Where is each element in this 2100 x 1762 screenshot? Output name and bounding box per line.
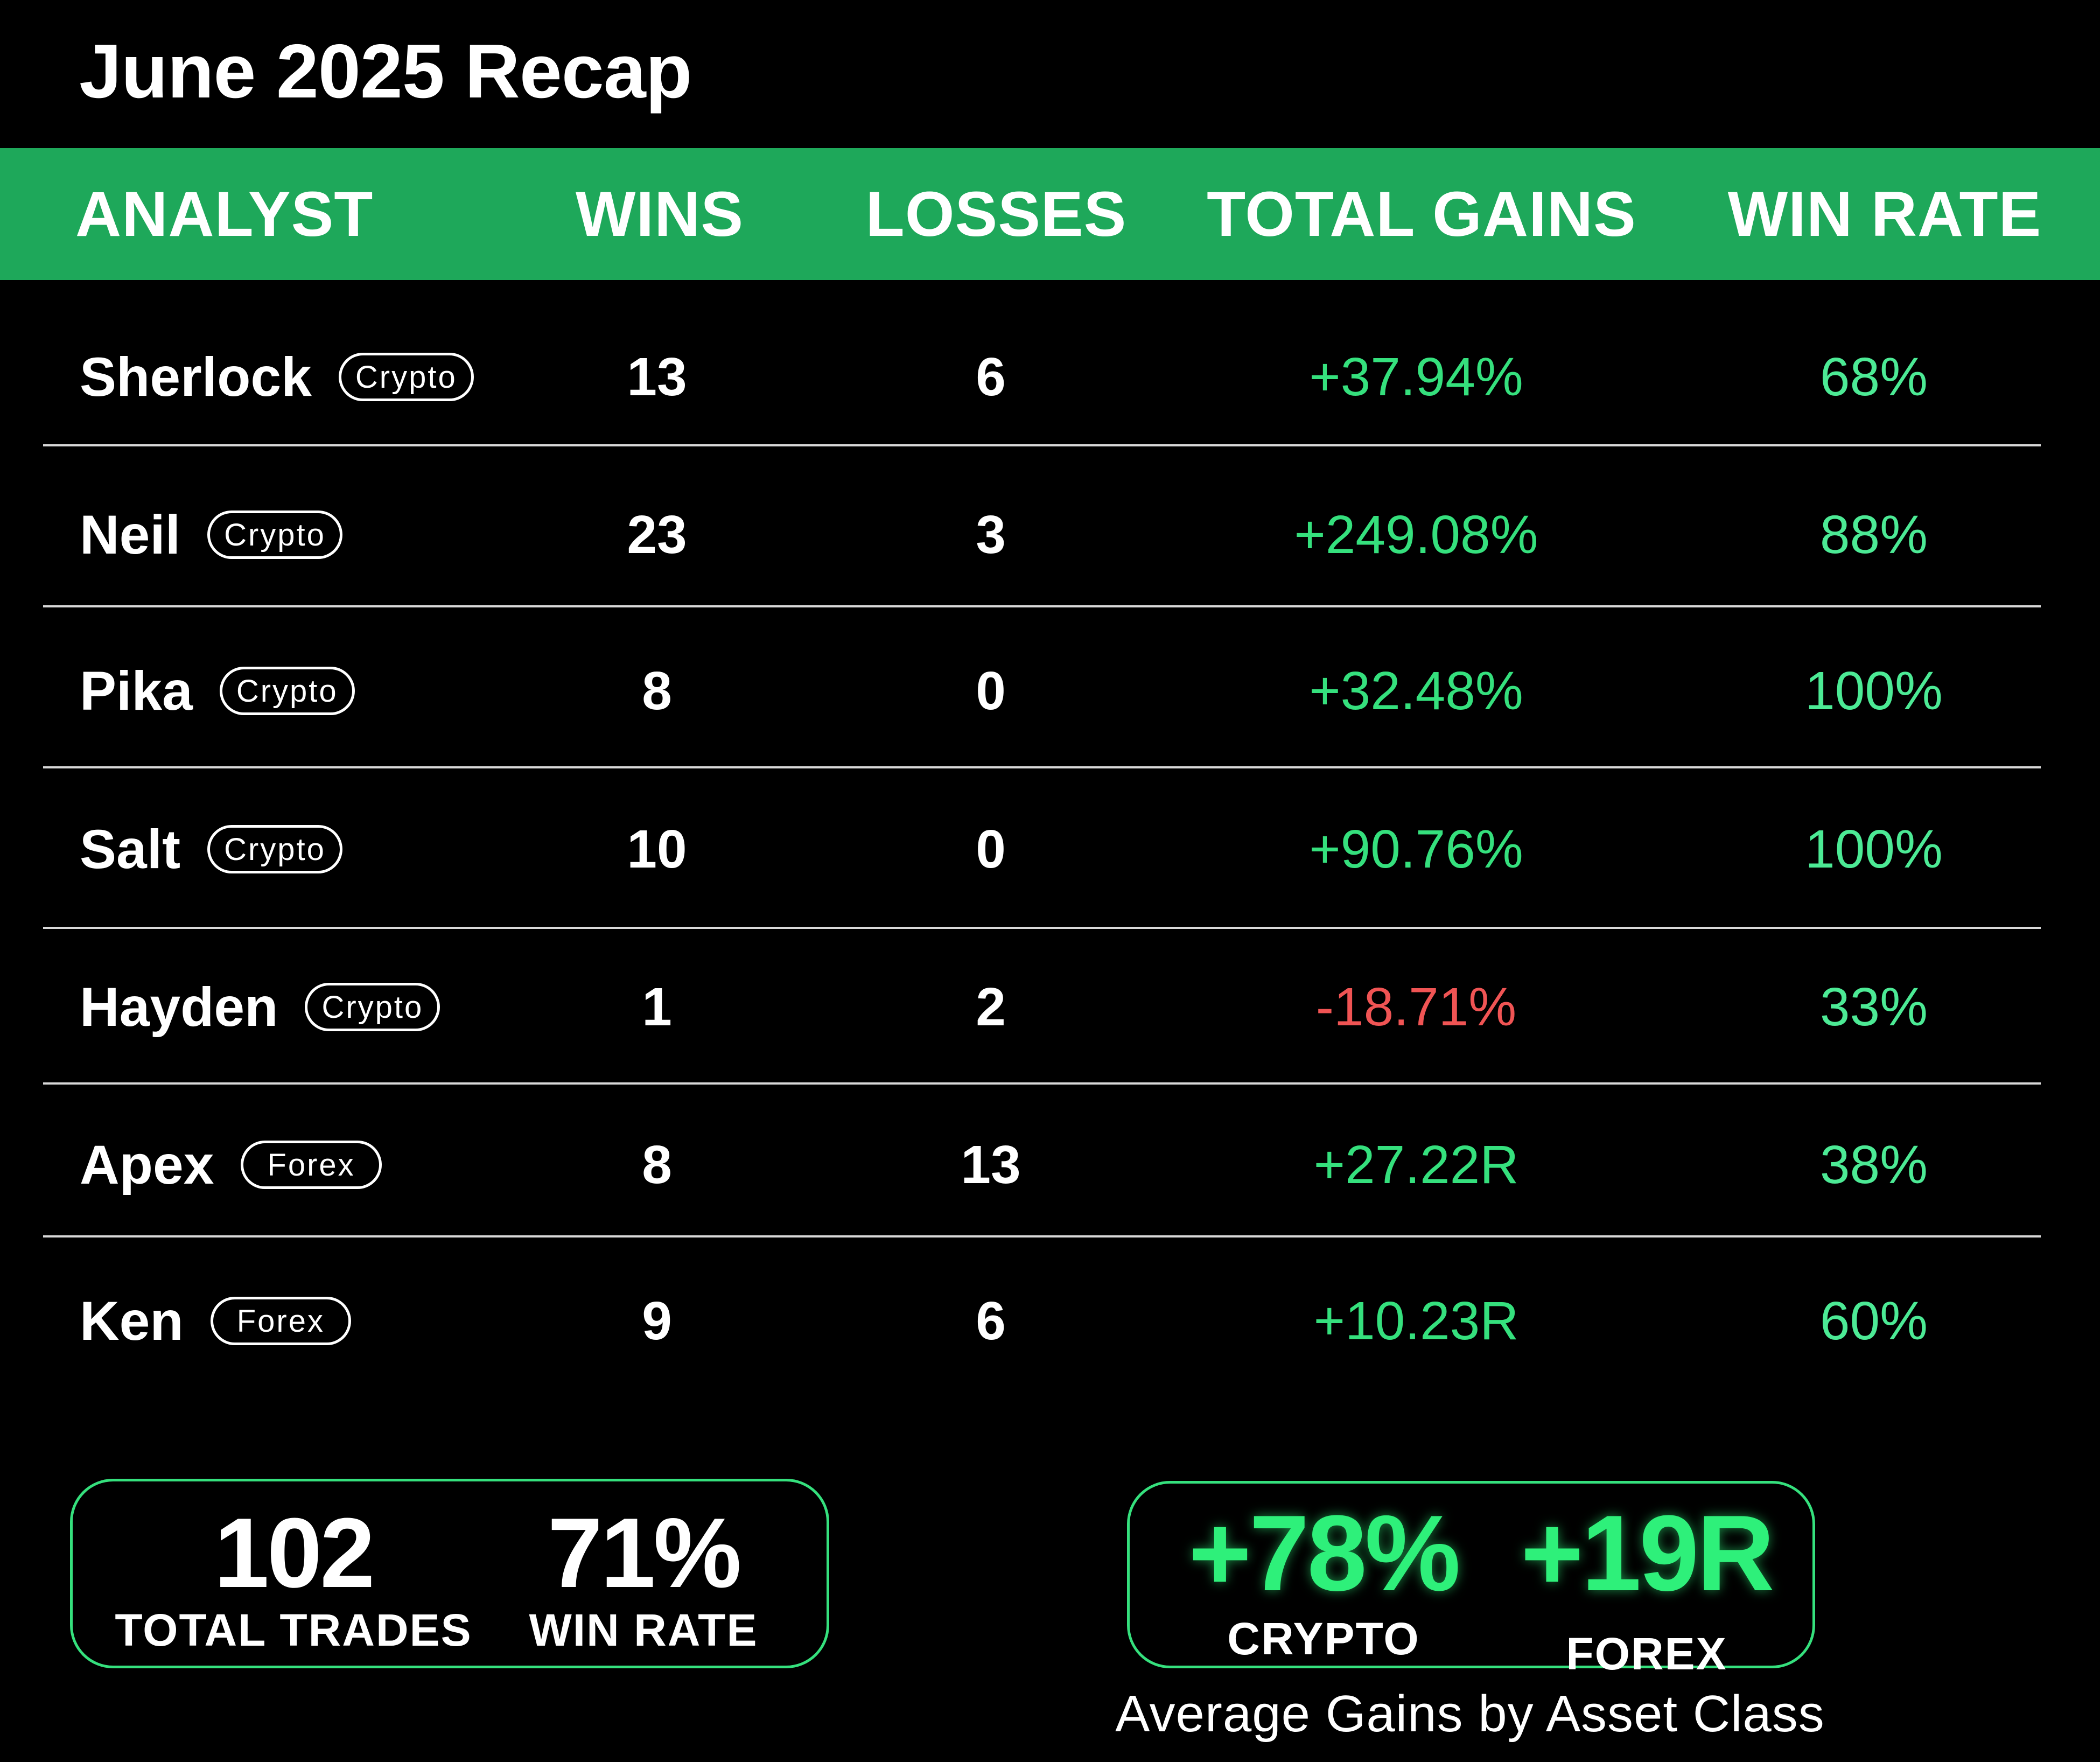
- table-row: Pika Crypto 8 0 +32.48% 100%: [0, 613, 2100, 769]
- gains-value: +10.23R: [1313, 1290, 1519, 1351]
- crypto-average-value: +78%: [1188, 1493, 1460, 1613]
- crypto-average-label: CRYPTO: [1227, 1613, 1420, 1664]
- wins-value: 13: [627, 346, 687, 407]
- table-header: ANALYST WINS LOSSES TOTAL GAINS WIN RATE: [0, 148, 2100, 280]
- total-trades-label: TOTAL TRADES: [115, 1605, 472, 1655]
- analyst-name: Hayden: [80, 976, 278, 1038]
- overall-win-rate-stat: 71% WIN RATE: [493, 1503, 794, 1653]
- asset-class-badge: Forex: [241, 1141, 382, 1189]
- losses-value: 3: [976, 504, 1006, 565]
- column-header-wins: WINS: [575, 178, 744, 250]
- win-rate-value: 100%: [1805, 819, 1943, 879]
- wins-value: 8: [642, 660, 672, 721]
- win-rate-value: 38%: [1819, 1134, 1928, 1195]
- asset-class-caption: Average Gains by Asset Class: [1115, 1685, 1825, 1743]
- total-trades-value: 102: [214, 1497, 375, 1608]
- crypto-average-stat: +78% CRYPTO: [1162, 1493, 1485, 1664]
- win-rate-value: 68%: [1819, 346, 1928, 407]
- page-title: June 2025 Recap: [79, 29, 692, 114]
- asset-class-badge: Crypto: [207, 511, 342, 559]
- table-row: Salt Crypto 10 0 +90.76% 100%: [0, 771, 2100, 927]
- losses-value: 13: [961, 1134, 1021, 1195]
- asset-class-card: +78% CRYPTO +19R FOREX: [1127, 1481, 1815, 1676]
- gains-value: +37.94%: [1309, 346, 1523, 407]
- wins-value: 10: [627, 819, 687, 879]
- win-rate-value: 100%: [1805, 660, 1943, 721]
- gains-value: +249.08%: [1294, 504, 1538, 565]
- overall-summary-card: 102 TOTAL TRADES 71% WIN RATE: [70, 1479, 829, 1668]
- row-divider: [43, 1235, 2041, 1237]
- analyst-name: Pika: [80, 660, 193, 722]
- gains-value: +90.76%: [1309, 819, 1523, 879]
- column-header-win-rate: WIN RATE: [1727, 178, 2042, 250]
- table-row: Apex Forex 8 13 +27.22R 38%: [0, 1087, 2100, 1243]
- column-header-analyst: ANALYST: [75, 178, 374, 250]
- wins-value: 9: [642, 1290, 672, 1351]
- analyst-name: Sherlock: [80, 346, 312, 408]
- row-divider: [43, 1082, 2041, 1085]
- asset-class-badge: Forex: [210, 1297, 351, 1345]
- forex-average-stat: +19R FOREX: [1501, 1493, 1792, 1679]
- row-divider: [43, 927, 2041, 929]
- table-row: Ken Forex 9 6 +10.23R 60%: [0, 1243, 2100, 1399]
- row-divider: [43, 444, 2041, 446]
- analyst-name: Salt: [80, 818, 181, 880]
- losses-value: 0: [976, 660, 1006, 721]
- gains-value: -18.71%: [1315, 976, 1517, 1037]
- losses-value: 2: [976, 976, 1006, 1037]
- wins-value: 23: [627, 504, 687, 565]
- gains-value: +32.48%: [1309, 660, 1523, 721]
- win-rate-value: 33%: [1819, 976, 1928, 1037]
- analyst-name: Apex: [80, 1134, 214, 1195]
- win-rate-value: 88%: [1819, 504, 1928, 565]
- row-divider: [43, 605, 2041, 607]
- asset-class-badge: Crypto: [305, 983, 440, 1031]
- analyst-name: Ken: [80, 1290, 184, 1352]
- table-row: Neil Crypto 23 3 +249.08% 88%: [0, 457, 2100, 613]
- total-trades-stat: 102 TOTAL TRADES: [105, 1503, 482, 1653]
- losses-value: 6: [976, 346, 1006, 407]
- asset-class-badge: Crypto: [207, 825, 342, 873]
- column-header-total-gains: TOTAL GAINS: [1207, 178, 1636, 250]
- table-row: Hayden Crypto 1 2 -18.71% 33%: [0, 929, 2100, 1085]
- asset-class-badge: Crypto: [338, 353, 474, 401]
- asset-class-badge: Crypto: [219, 667, 355, 715]
- overall-win-rate-label: WIN RATE: [529, 1605, 758, 1655]
- forex-average-label: FOREX: [1566, 1628, 1727, 1679]
- win-rate-value: 60%: [1819, 1290, 1928, 1351]
- gains-value: +27.22R: [1313, 1134, 1519, 1195]
- analyst-name: Neil: [80, 504, 181, 565]
- wins-value: 1: [642, 976, 672, 1037]
- losses-value: 6: [976, 1290, 1006, 1351]
- row-divider: [43, 766, 2041, 768]
- forex-average-value: +19R: [1521, 1493, 1775, 1613]
- overall-win-rate-value: 71%: [547, 1497, 741, 1608]
- losses-value: 0: [976, 819, 1006, 879]
- wins-value: 8: [642, 1134, 672, 1195]
- table-row: Sherlock Crypto 13 6 +37.94% 68%: [0, 299, 2100, 455]
- column-header-losses: LOSSES: [865, 178, 1127, 250]
